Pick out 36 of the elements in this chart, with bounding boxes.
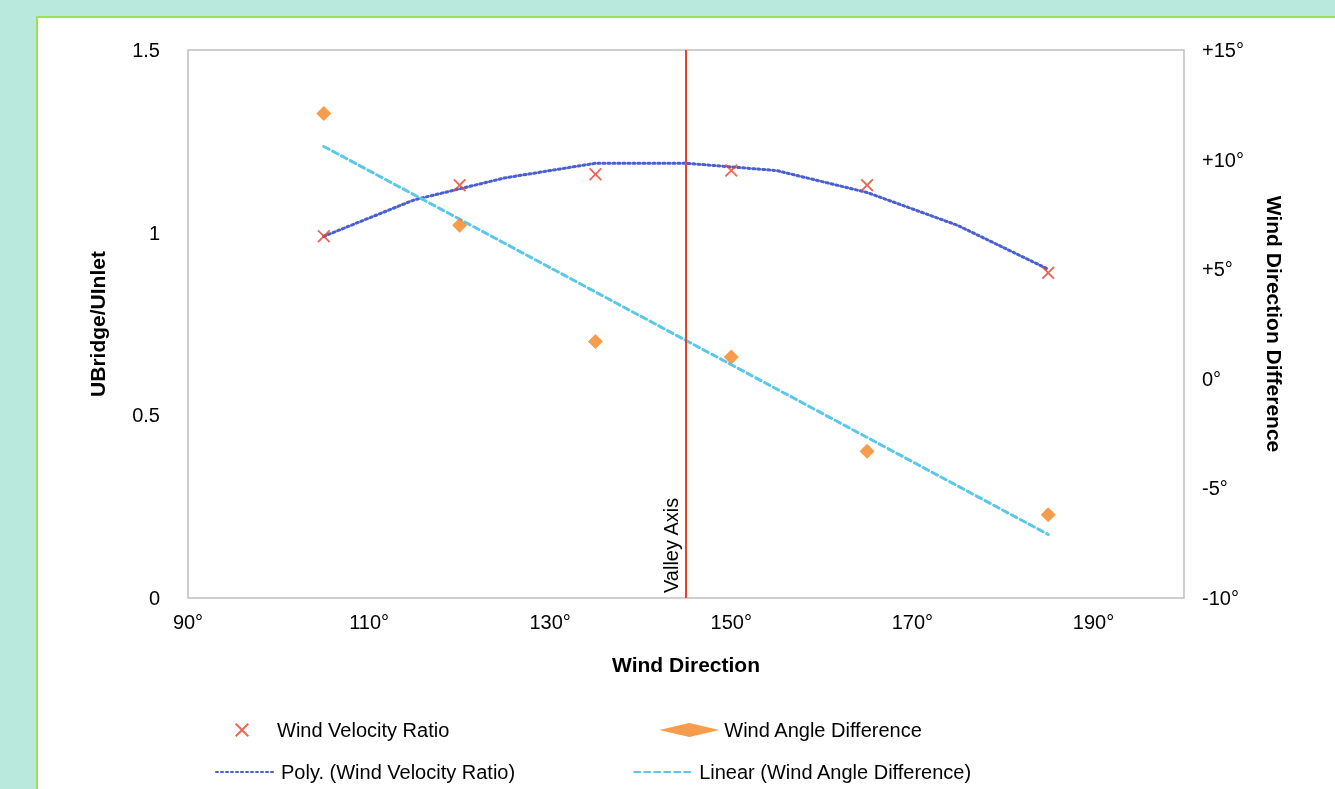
legend-label: Wind Angle Difference [724,719,922,741]
y-axis-title: UBridge/UInlet [86,251,109,397]
y2-tick-label: +5° [1202,258,1233,281]
y2-tick-label: -10° [1202,587,1239,609]
x-tick-label: 150° [710,611,752,633]
x-axis-title: Wind Direction [612,653,760,676]
legend-label: Wind Velocity Ratio [277,719,450,741]
y-tick-label: 1.5 [132,39,160,61]
y2-tick-label: 0° [1202,367,1222,390]
point [452,217,468,233]
y-tick-label: 0.5 [132,404,160,427]
y2-tick-label: +10° [1202,148,1244,171]
point [317,229,331,243]
point [860,178,874,192]
x-tick-label: 90° [172,611,204,633]
legend-label: Poly. (Wind Velocity Ratio) [281,761,516,783]
x-tick-label: 190° [1072,611,1115,633]
y2-tick-label: -5° [1202,477,1228,500]
legend-label: Linear (Wind Angle Difference) [699,761,972,783]
x-tick-label: 110° [349,611,390,633]
point [724,164,738,178]
x-tick-label: 170° [891,611,934,633]
point [453,178,467,192]
point [859,443,875,459]
y-tick-label: 0 [148,587,160,609]
y2-tick-label: +15° [1202,39,1244,61]
point [316,106,332,122]
point [1040,507,1056,523]
x-tick-label: 130° [529,611,571,633]
point [587,334,603,350]
y-tick-label: 1 [148,221,160,244]
ref-line-label: Valley Axis [660,497,682,593]
point [1041,266,1055,280]
point [723,349,739,365]
point [588,167,602,181]
y2-axis-title: Wind Direction Difference [1263,195,1286,453]
